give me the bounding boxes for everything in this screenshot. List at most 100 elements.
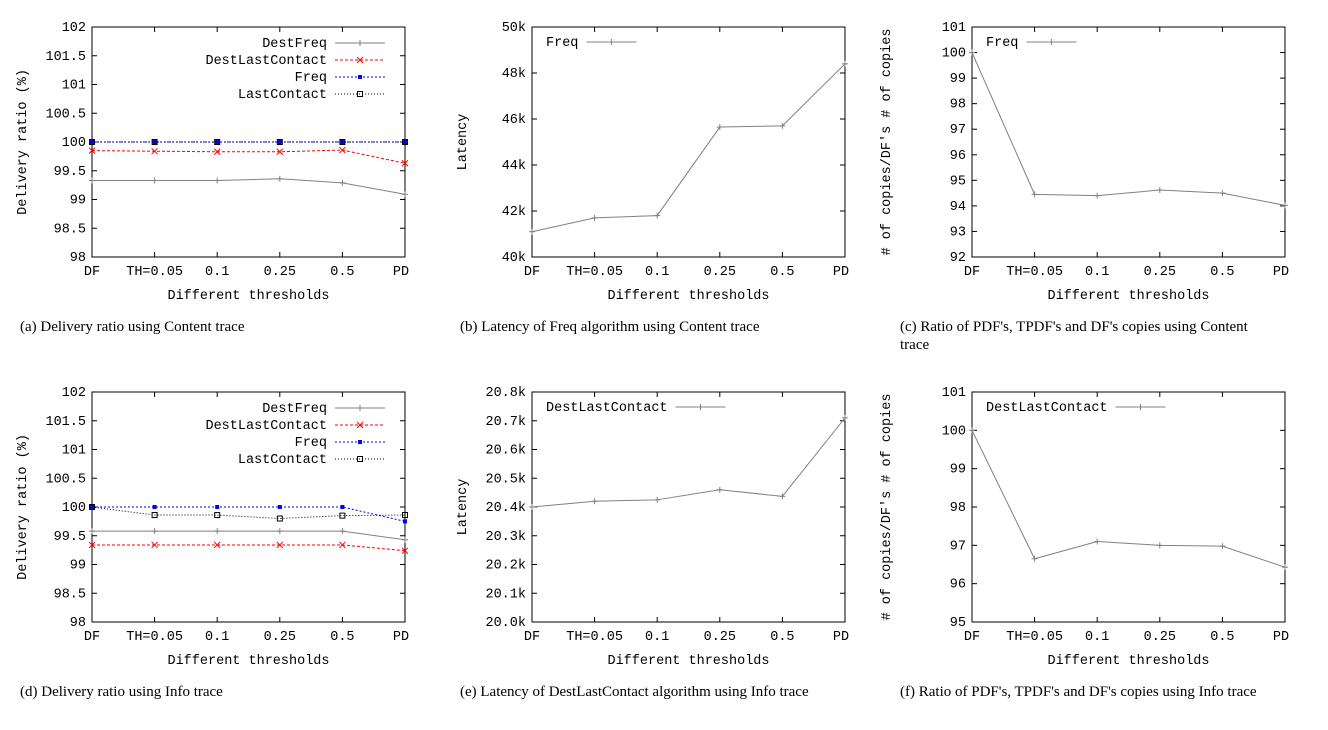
legend-label-a-2: Freq	[295, 71, 327, 86]
y-tick-label-f-0: 95	[950, 616, 966, 631]
series-line-a-1	[91, 149, 406, 164]
data-point-d-0-1	[151, 528, 158, 535]
y-axis-label-d: Delivery ratio (%)	[16, 434, 31, 580]
y-tick-label-d-0: 98	[70, 616, 86, 631]
x-tick-label-b-0: DF	[524, 265, 540, 280]
y-axis-label-f: # of copies/DF's # of copies	[880, 394, 895, 621]
legend-marker-a-1	[356, 56, 364, 64]
data-point-a-3-3	[276, 139, 283, 145]
y-tick-label-f-5: 100	[942, 424, 966, 439]
x-tick-label-b-4: 0.5	[770, 265, 794, 280]
data-point-f-0-2	[1094, 538, 1101, 545]
data-point-a-0-2	[214, 177, 221, 184]
chart-panel-a: 98 98.5 99 99.5 100 100.5 101 101.5 102 DF TH=0.05…	[0, 0, 410, 365]
y-tick-label-c-0: 92	[950, 251, 966, 266]
legend-marker-b-0	[608, 39, 615, 45]
y-tick-label-a-2: 99	[70, 194, 86, 209]
data-point-d-2-1	[152, 505, 157, 509]
data-point-c-0-1	[1031, 191, 1038, 198]
data-point-a-2-2	[215, 140, 220, 144]
data-point-a-0-3	[276, 175, 283, 182]
legend-marker-e-0	[697, 404, 704, 410]
chart-d-plot: 98 98.5 99 99.5 100 100.5 101 101.5 102 DF TH=0.05…	[16, 386, 410, 669]
y-axis-label-c: # of copies/DF's # of copies	[880, 29, 895, 256]
legend-label-d-3: LastContact	[238, 453, 327, 468]
data-point-c-0-0	[969, 49, 975, 56]
data-point-b-0-0	[529, 228, 535, 235]
data-point-c-0-3	[1156, 187, 1163, 194]
legend-label-a-3: LastContact	[238, 88, 327, 103]
data-point-d-3-1	[151, 512, 158, 519]
y-tick-label-f-3: 98	[950, 501, 966, 516]
data-point-a-2-1	[152, 140, 157, 144]
chart-panel-e: 20.0k 20.1k 20.2k 20.3k 20.4k 20.5k 20.6k 20.7k…	[440, 365, 850, 730]
data-point-a-3-5	[402, 139, 408, 145]
y-tick-label-f-2: 97	[950, 539, 966, 554]
x-axis-label-d: Different thresholds	[167, 654, 329, 669]
data-point-a-0-4	[339, 179, 346, 186]
series-line-c-0	[971, 52, 1286, 206]
y-tick-label-a-1: 98.5	[54, 222, 86, 237]
data-point-c-0-2	[1094, 192, 1101, 199]
data-point-d-0-3	[276, 528, 283, 535]
x-tick-label-f-5: PDF	[1273, 630, 1290, 645]
x-tick-label-a-2: 0.1	[205, 265, 229, 280]
caption-c: (c) Ratio of PDF's, TPDF's and DF's copi…	[900, 319, 1248, 353]
caption-e: (e) Latency of DestLastContact algorithm…	[460, 684, 809, 700]
data-point-b-0-5	[842, 60, 848, 67]
caption-a: (a) Delivery ratio using Content trace	[20, 319, 245, 335]
data-point-d-0-5	[402, 536, 408, 543]
y-tick-label-e-2: 20.2k	[485, 559, 526, 574]
legend-marker-a-3	[357, 91, 363, 97]
chart-panel-c: 92 93 94 95 96 97 98 99 100 101 DF TH=0.05 0.1 0.25 0.…	[880, 0, 1290, 365]
legend-marker-d-1	[356, 421, 364, 429]
y-tick-label-e-3: 20.3k	[485, 530, 526, 545]
data-point-d-0-2	[214, 528, 221, 535]
data-point-c-0-4	[1219, 190, 1226, 197]
data-point-e-0-2	[654, 496, 661, 503]
y-tick-label-c-3: 95	[950, 174, 966, 189]
x-tick-label-b-5: PDF	[833, 265, 850, 280]
y-tick-label-f-6: 101	[942, 386, 966, 401]
x-axis-label-a: Different thresholds	[167, 289, 329, 304]
data-point-d-1-3	[276, 541, 284, 549]
x-tick-label-d-3: 0.25	[264, 630, 296, 645]
x-axis-label-e: Different thresholds	[607, 654, 769, 669]
x-tick-label-e-3: 0.25	[704, 630, 736, 645]
y-tick-label-c-9: 101	[942, 21, 966, 36]
x-tick-label-a-5: PDF	[393, 265, 410, 280]
data-point-a-0-5	[402, 191, 408, 198]
x-tick-label-d-4: 0.5	[330, 630, 354, 645]
series-line-e-0	[531, 417, 846, 508]
x-tick-label-e-1: TH=0.05	[566, 630, 623, 645]
data-point-e-0-1	[591, 498, 598, 505]
y-axis-label-b: Latency	[456, 114, 471, 171]
y-tick-label-b-2: 44k	[502, 159, 526, 174]
y-tick-label-e-0: 20.0k	[485, 616, 526, 631]
y-tick-label-c-7: 99	[950, 72, 966, 87]
legend-marker-d-2	[358, 440, 362, 444]
y-tick-label-b-5: 50k	[502, 21, 526, 36]
y-tick-label-e-5: 20.5k	[485, 472, 526, 487]
y-tick-label-d-5: 100.5	[45, 472, 86, 487]
y-tick-label-e-8: 20.8k	[485, 386, 526, 401]
y-tick-label-c-2: 94	[950, 200, 966, 215]
data-point-d-0-0	[89, 528, 95, 535]
y-tick-label-a-7: 101.5	[45, 50, 86, 65]
legend-label-a-0: DestFreq	[262, 37, 327, 52]
y-tick-label-a-4: 100	[62, 136, 86, 151]
y-tick-label-b-3: 46k	[502, 113, 526, 128]
x-tick-label-f-2: 0.1	[1085, 630, 1109, 645]
data-point-b-0-2	[654, 212, 661, 219]
y-tick-label-e-7: 20.7k	[485, 415, 526, 430]
chart-a-plot: 98 98.5 99 99.5 100 100.5 101 101.5 102 DF TH=0.05…	[16, 21, 410, 304]
y-tick-label-a-8: 102	[62, 21, 86, 36]
y-tick-label-b-1: 42k	[502, 205, 526, 220]
y-tick-label-b-4: 48k	[502, 67, 526, 82]
data-point-f-0-0	[969, 427, 975, 434]
data-point-a-2-4	[340, 140, 345, 144]
data-point-a-0-0	[89, 177, 95, 184]
x-tick-label-d-2: 0.1	[205, 630, 229, 645]
x-tick-label-b-1: TH=0.05	[566, 265, 623, 280]
